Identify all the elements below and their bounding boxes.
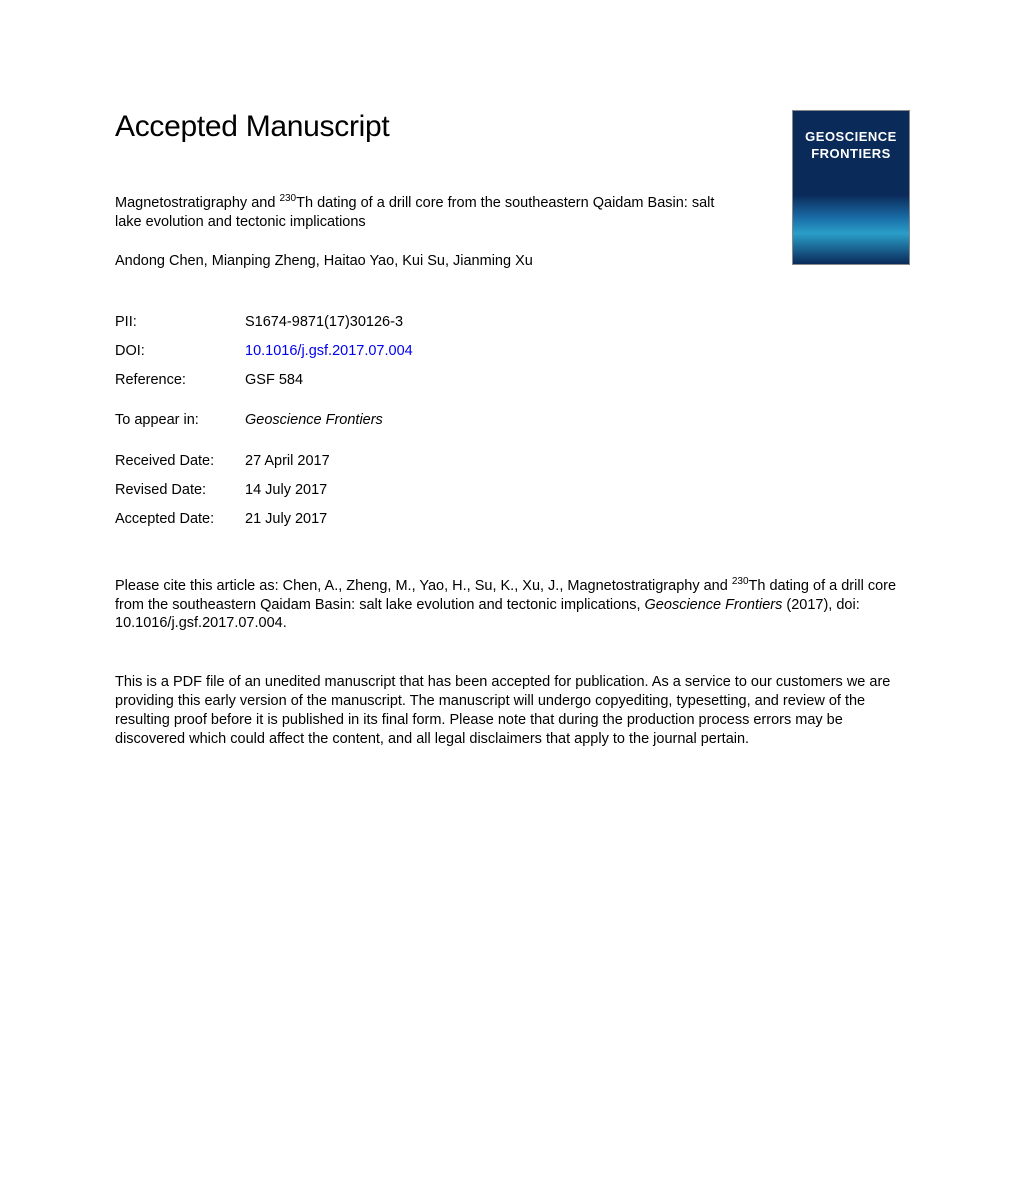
authors-line: Andong Chen, Mianping Zheng, Haitao Yao,… [115, 253, 910, 269]
received-value: 27 April 2017 [245, 452, 330, 471]
disclaimer-text: This is a PDF file of an unedited manusc… [115, 673, 905, 748]
title-pre: Magnetostratigraphy and [115, 195, 279, 211]
doi-link[interactable]: 10.1016/j.gsf.2017.07.004 [245, 342, 413, 361]
citation-journal: Geoscience Frontiers [645, 597, 783, 613]
citation-text: Please cite this article as: Chen, A., Z… [115, 575, 905, 633]
article-title: Magnetostratigraphy and 230Th dating of … [115, 192, 735, 233]
cover-title-line2: FRONTIERS [811, 146, 891, 161]
meta-row-received: Received Date: 27 April 2017 [115, 452, 910, 471]
metadata-block: PII: S1674-9871(17)30126-3 DOI: 10.1016/… [115, 313, 910, 529]
meta-row-accepted: Accepted Date: 21 July 2017 [115, 510, 910, 529]
reference-label: Reference: [115, 371, 245, 390]
citation-superscript: 230 [732, 576, 749, 587]
meta-row-appear: To appear in: Geoscience Frontiers [115, 411, 910, 430]
revised-value: 14 July 2017 [245, 481, 327, 500]
cover-title-line1: GEOSCIENCE [805, 129, 897, 144]
pii-value: S1674-9871(17)30126-3 [245, 313, 403, 332]
meta-row-doi: DOI: 10.1016/j.gsf.2017.07.004 [115, 342, 910, 361]
accepted-value: 21 July 2017 [245, 510, 327, 529]
doi-label: DOI: [115, 342, 245, 361]
reference-value: GSF 584 [245, 371, 303, 390]
journal-cover-thumbnail: GEOSCIENCE FRONTIERS [792, 110, 910, 265]
revised-label: Revised Date: [115, 481, 245, 500]
appear-label: To appear in: [115, 411, 245, 430]
citation-prefix: Please cite this article as: Chen, A., Z… [115, 578, 732, 594]
received-label: Received Date: [115, 452, 245, 471]
meta-row-reference: Reference: GSF 584 [115, 371, 910, 390]
appear-value: Geoscience Frontiers [245, 411, 383, 430]
pii-label: PII: [115, 313, 245, 332]
meta-row-pii: PII: S1674-9871(17)30126-3 [115, 313, 910, 332]
page-title: Accepted Manuscript [115, 110, 910, 144]
title-superscript: 230 [279, 193, 296, 204]
accepted-label: Accepted Date: [115, 510, 245, 529]
meta-row-revised: Revised Date: 14 July 2017 [115, 481, 910, 500]
